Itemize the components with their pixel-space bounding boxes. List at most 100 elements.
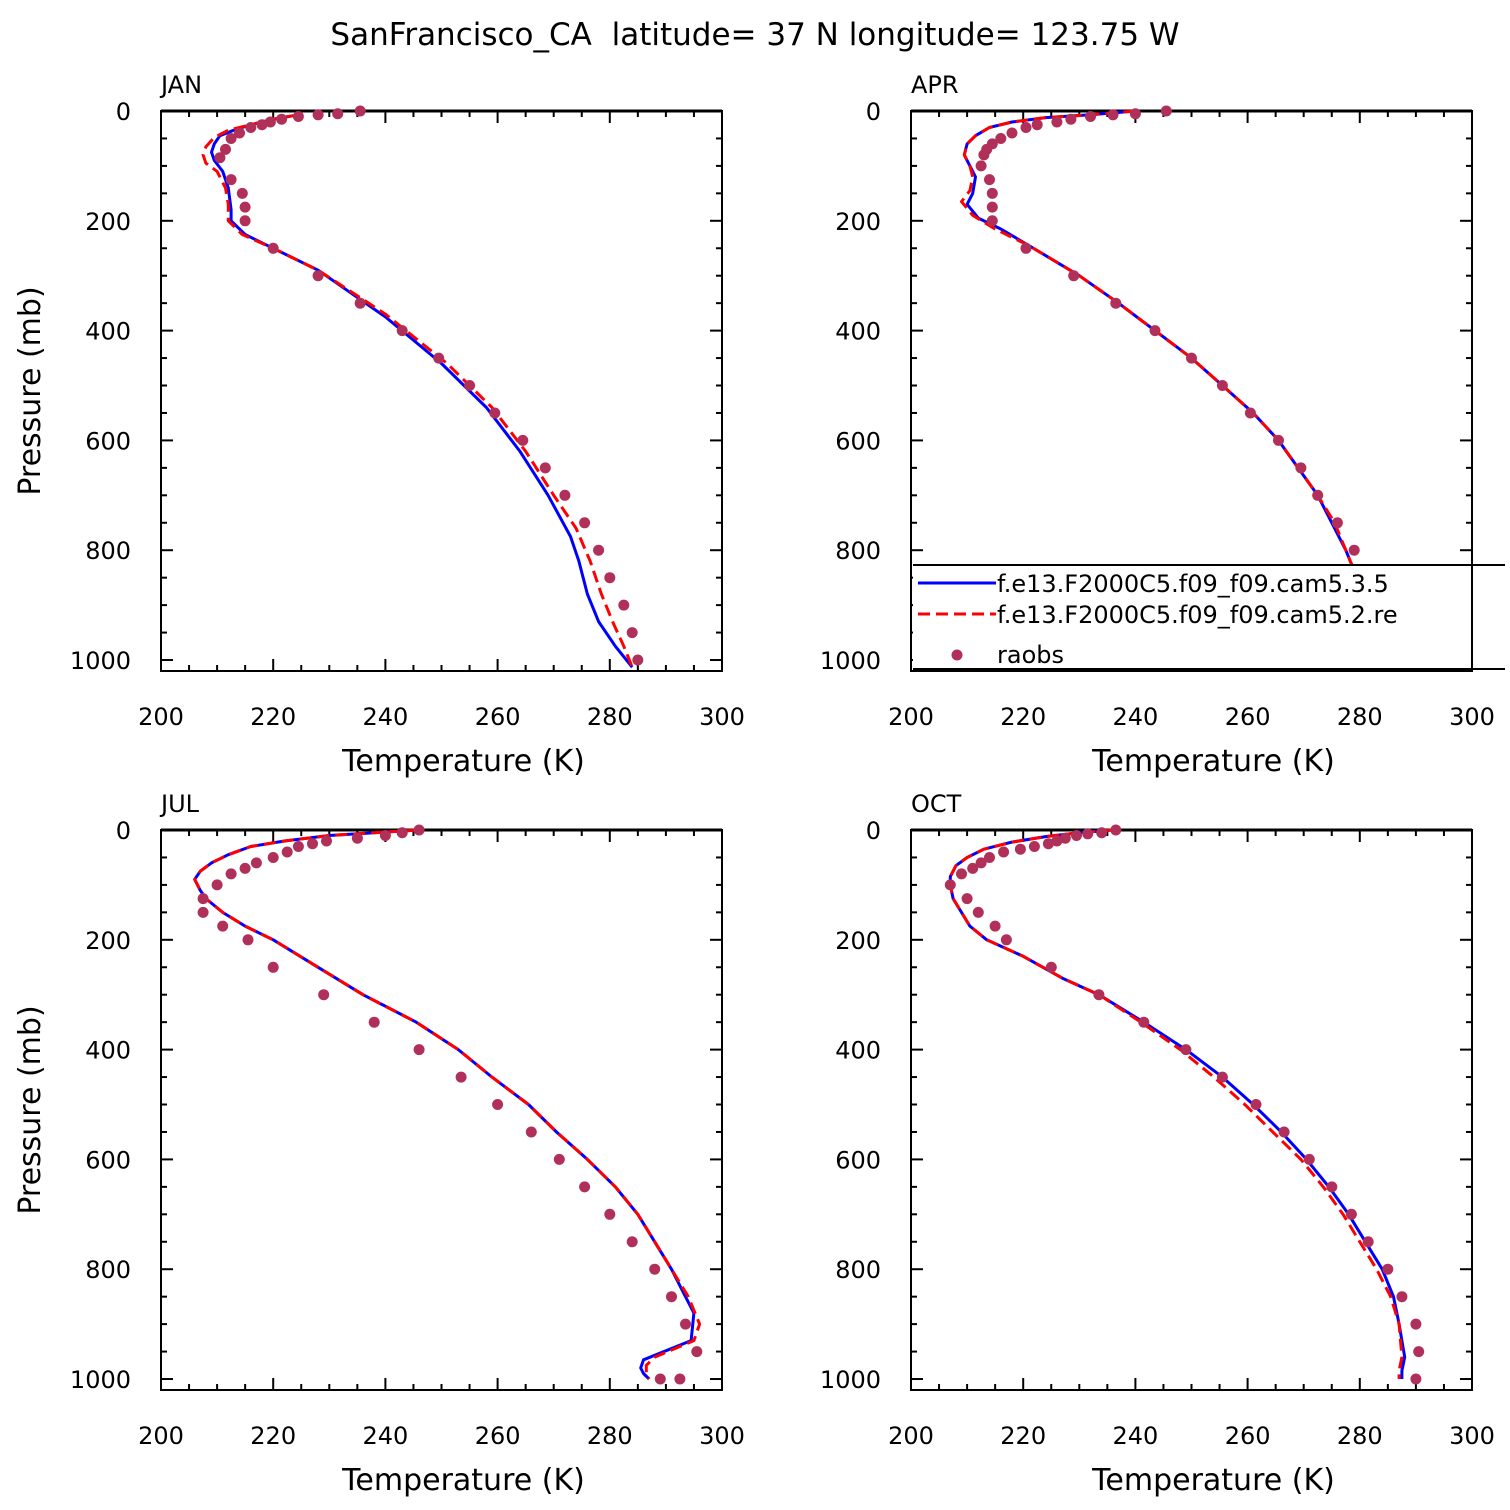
raobs-point	[197, 893, 209, 905]
raobs-point	[312, 270, 324, 282]
raobs-point	[1107, 109, 1119, 121]
raobs-point	[1042, 838, 1054, 850]
figure-title: SanFrancisco_CA latitude= 37 N longitude…	[330, 17, 1179, 53]
raobs-point	[649, 1263, 661, 1275]
raobs-point	[986, 215, 998, 227]
raobs-point	[1362, 1236, 1374, 1248]
raobs-point	[1082, 828, 1094, 840]
y-tick-label: 200	[85, 208, 131, 236]
x-tick-label: 220	[250, 1422, 296, 1450]
panel-label: JAN	[159, 71, 202, 99]
y-tick-label: 800	[85, 537, 131, 565]
raobs-point	[1028, 841, 1040, 852]
raobs-point	[975, 160, 987, 172]
raobs-point	[1303, 1153, 1315, 1165]
raobs-point	[354, 297, 366, 309]
raobs-point	[1331, 517, 1343, 529]
raobs-point	[604, 1208, 616, 1220]
raobs-point	[691, 1346, 703, 1358]
x-tick-label: 260	[475, 703, 521, 731]
raobs-point	[292, 111, 304, 122]
x-tick-label: 260	[475, 1422, 521, 1450]
raobs-point	[1020, 242, 1032, 254]
raobs-point	[1382, 1263, 1394, 1275]
raobs-point	[1413, 1346, 1425, 1358]
raobs-point	[1138, 1016, 1150, 1028]
raobs-point	[211, 879, 223, 891]
raobs-point	[967, 862, 979, 874]
raobs-point	[351, 832, 363, 844]
raobs-point	[998, 846, 1010, 858]
y-tick-label: 800	[835, 1256, 881, 1284]
y-tick-label: 800	[85, 1256, 131, 1284]
raobs-point	[1096, 827, 1108, 839]
panel-jul: 200 220 240 260 280 300 0 200 400 600 800 1000 JUL Te…	[13, 790, 745, 1498]
raobs-point	[1071, 830, 1082, 841]
raobs-point	[318, 989, 330, 1001]
raobs-point	[256, 119, 268, 131]
raobs-point	[242, 934, 254, 946]
raobs-point	[995, 133, 1007, 144]
legend-label: f.e13.F2000C5.f09_f09.cam5.3.5	[997, 570, 1389, 598]
raobs-point	[307, 838, 318, 850]
raobs-point	[264, 116, 276, 128]
raobs-point	[1093, 989, 1105, 1001]
raobs-point	[1396, 1291, 1408, 1303]
x-tick-label: 240	[1112, 1422, 1158, 1450]
legend-entry: f.e13.F2000C5.f09_f09.cam5.3.5	[918, 570, 1389, 598]
y-tick-label: 600	[85, 427, 131, 455]
x-tick-label: 260	[1225, 1422, 1271, 1450]
series-model_a	[948, 828, 1407, 1379]
raobs-point	[1186, 352, 1197, 364]
y-tick-label: 400	[835, 1037, 881, 1065]
raobs-point	[368, 1016, 380, 1028]
raobs-point	[961, 893, 973, 905]
raobs-point	[312, 109, 324, 121]
raobs-point	[197, 906, 209, 918]
panel-jan: 200 220 240 260 280 300 0 200 400 600 800 1000 JAN Te…	[13, 71, 745, 779]
y-axis-title: Pressure (mb)	[13, 1005, 48, 1214]
raobs-point	[245, 122, 257, 133]
y-tick-label: 400	[835, 318, 881, 346]
x-tick-label: 220	[250, 703, 296, 731]
raobs-point	[220, 143, 231, 155]
raobs-point	[680, 1318, 691, 1330]
raobs-point	[986, 187, 998, 199]
raobs-point	[626, 1236, 638, 1248]
raobs-point	[1278, 1126, 1290, 1138]
y-tick-label: 400	[85, 1037, 131, 1065]
y-tick-label: 1000	[70, 647, 131, 675]
raobs-point	[1051, 116, 1063, 128]
raobs-point	[525, 1126, 537, 1138]
raobs-point	[1129, 108, 1141, 120]
x-tick-label: 240	[362, 1422, 408, 1450]
plot-frame	[910, 829, 1473, 1391]
x-tick-label: 280	[587, 1422, 633, 1450]
raobs-point	[654, 1373, 666, 1385]
x-tick-label: 280	[1337, 703, 1383, 731]
raobs-point	[666, 1291, 677, 1303]
panel-label: OCT	[911, 790, 962, 818]
y-tick-label: 0	[866, 98, 881, 126]
raobs-point	[239, 862, 251, 874]
x-tick-label: 200	[888, 703, 934, 731]
y-tick-label: 200	[835, 927, 881, 955]
raobs-point	[250, 857, 262, 869]
raobs-point	[1273, 434, 1284, 446]
raobs-point	[239, 215, 251, 227]
raobs-point	[1345, 1208, 1357, 1220]
raobs-point	[332, 108, 344, 120]
raobs-point	[1051, 835, 1063, 847]
raobs-point	[225, 868, 237, 880]
raobs-point	[396, 827, 408, 839]
y-axis-title: Pressure (mb)	[13, 286, 48, 495]
x-tick-label: 200	[138, 1422, 184, 1450]
raobs-point	[1160, 105, 1172, 117]
raobs-point	[1068, 270, 1080, 282]
y-tick-label: 600	[835, 427, 881, 455]
raobs-point	[986, 201, 998, 213]
series-model_b	[948, 828, 1404, 1379]
raobs-point	[354, 105, 366, 117]
y-tick-label: 200	[835, 208, 881, 236]
